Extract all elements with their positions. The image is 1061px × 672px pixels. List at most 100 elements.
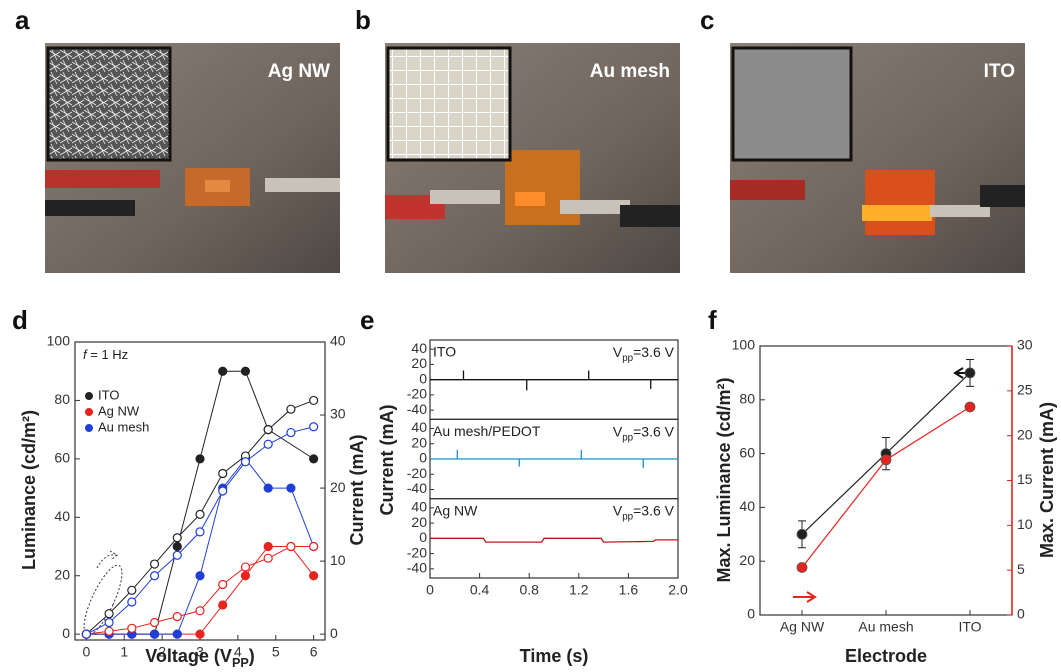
- x-axis-title: Electrode: [845, 646, 927, 666]
- trace: [430, 449, 678, 469]
- panel-letter: a: [15, 5, 30, 35]
- panel-letter: d: [12, 305, 28, 335]
- y-tick-label: 40: [411, 340, 427, 356]
- annotation-part: = 1 Hz: [87, 347, 129, 362]
- data-point: [880, 454, 892, 466]
- x-tick-label: 2.0: [668, 582, 688, 598]
- x-tick-label: ITO: [958, 619, 981, 635]
- panel-condition: Vpp=3.6 V: [613, 502, 675, 522]
- y2-tick-label: 25: [1017, 382, 1033, 398]
- photo-c: [730, 43, 1025, 273]
- y2-tick-label: 20: [330, 479, 346, 495]
- x-tick-label: 0.4: [470, 582, 490, 598]
- photo-label: ITO: [984, 61, 1015, 82]
- y-tick-label: 80: [54, 391, 70, 407]
- y2-tick-label: 5: [1017, 561, 1025, 577]
- data-point: [127, 623, 137, 633]
- x-axis-title-part: Voltage (V: [145, 646, 232, 666]
- y-tick-label: 100: [47, 333, 71, 349]
- y-tick-label: -40: [407, 401, 427, 417]
- data-point: [218, 600, 228, 610]
- legend-marker: [85, 392, 93, 400]
- data-point: [127, 597, 137, 607]
- plot-frame: [759, 345, 1013, 616]
- y-tick-label: 0: [747, 606, 755, 622]
- data-point: [964, 401, 976, 413]
- data-point: [309, 454, 319, 464]
- data-point: [172, 629, 182, 639]
- y2-tick-label: 10: [330, 552, 346, 568]
- data-point: [286, 483, 296, 493]
- y-tick-label: -20: [407, 465, 427, 481]
- data-point: [195, 527, 205, 537]
- x-axis-title: Time (s): [520, 646, 589, 666]
- data-point: [286, 404, 296, 414]
- y-tick-label: 0: [419, 529, 427, 545]
- data-point: [286, 541, 296, 552]
- data-point: [149, 617, 160, 628]
- legend-label: Ag NW: [98, 403, 140, 418]
- legend-marker: [85, 408, 93, 416]
- y-tick-label: 40: [739, 498, 755, 514]
- axis-title: Max. Current (mA): [1037, 402, 1057, 558]
- panel-label: ITO: [433, 344, 456, 360]
- data-point: [127, 585, 137, 595]
- y2-tick-label: 30: [330, 406, 346, 422]
- panel-label: Au mesh/PEDOT: [433, 423, 541, 439]
- data-point: [172, 612, 182, 622]
- y-tick-label: 60: [739, 444, 755, 460]
- data-point: [149, 629, 160, 639]
- data-point: [240, 457, 251, 467]
- panel-condition: Vpp=3.6 V: [613, 423, 675, 443]
- y-tick-label: 20: [739, 552, 755, 568]
- x-tick-label: 3: [196, 644, 204, 660]
- panel-condition-part: =3.6 V: [633, 502, 675, 518]
- data-point: [104, 609, 114, 619]
- y2-tick-label: 10: [1017, 516, 1033, 532]
- data-point: [195, 629, 205, 639]
- annotation: f = 1 Hz: [83, 347, 128, 362]
- data-point: [309, 422, 319, 432]
- y-tick-label: 0: [419, 450, 427, 466]
- x-tick-label: 1.6: [619, 582, 639, 598]
- legend-label: ITO: [98, 387, 119, 402]
- data-point: [218, 468, 228, 479]
- data-point: [104, 617, 114, 628]
- x-tick-label: 0: [82, 644, 90, 660]
- panel-condition-part: pp: [622, 432, 633, 443]
- arrows: [83, 367, 975, 636]
- data-point: [263, 553, 273, 563]
- data-point: [149, 559, 160, 569]
- x-tick-label: 0: [426, 582, 434, 598]
- panel-condition-part: V: [613, 423, 623, 439]
- data-point: [964, 367, 976, 379]
- y-tick-label: -20: [407, 544, 427, 560]
- x-tick-label: 2: [158, 644, 166, 660]
- annotation-part: f: [83, 347, 88, 362]
- panel-letter: c: [700, 5, 714, 35]
- photo-label: Au mesh: [590, 61, 670, 82]
- data-point: [218, 486, 228, 496]
- y-tick-label: 80: [739, 391, 755, 407]
- data-point: [796, 528, 808, 540]
- data-point: [81, 629, 91, 639]
- panel-condition-part: =3.6 V: [633, 423, 675, 439]
- x-tick-label: 4: [234, 644, 242, 660]
- y-tick-label: 20: [54, 566, 70, 582]
- panel-letter: f: [708, 305, 717, 335]
- y2-tick-label: 20: [1017, 426, 1033, 442]
- data-point: [309, 395, 319, 406]
- photo-b: [385, 43, 680, 273]
- x-tick-label: 1.2: [569, 582, 589, 598]
- legend-label: Au mesh: [98, 419, 149, 434]
- data-point: [263, 425, 273, 435]
- data-point: [149, 571, 160, 581]
- trace: [430, 370, 678, 391]
- data-point: [195, 509, 205, 519]
- trace: [430, 537, 678, 543]
- panel-letter: b: [355, 5, 371, 35]
- series-line: [86, 546, 315, 635]
- x-tick-label: 6: [310, 644, 318, 660]
- axis-title: Luminance (cd/m²): [19, 410, 39, 570]
